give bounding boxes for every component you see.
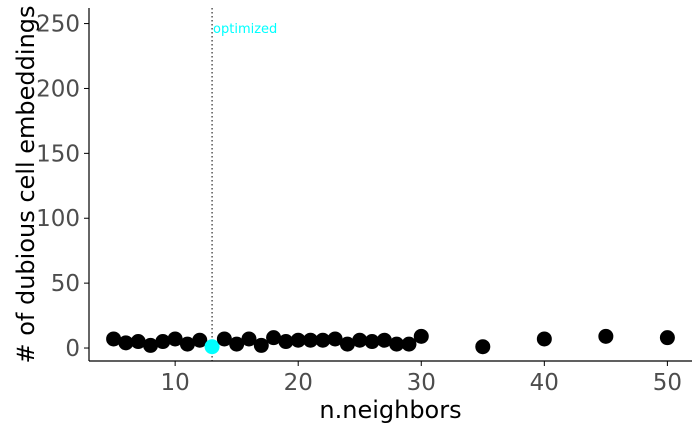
plot-area xyxy=(106,8,675,361)
x-tick-label: 30 xyxy=(407,370,436,396)
x-tick-label: 10 xyxy=(161,370,190,396)
optimized-point xyxy=(204,339,220,355)
data-point xyxy=(339,336,355,352)
data-point xyxy=(659,330,675,346)
data-point xyxy=(241,331,257,347)
y-tick-label: 250 xyxy=(36,12,80,38)
y-tick-label: 0 xyxy=(65,336,80,362)
data-point xyxy=(315,332,331,348)
data-point xyxy=(229,336,245,352)
data-point xyxy=(389,336,405,352)
data-point xyxy=(413,328,429,344)
x-tick-label: 50 xyxy=(653,370,682,396)
data-point xyxy=(598,328,614,344)
data-point xyxy=(266,330,282,346)
data-point xyxy=(155,334,171,350)
x-axis-title: n.neighbors xyxy=(319,396,461,424)
y-axis-title: # of dubious cell embeddings xyxy=(12,5,40,363)
data-point xyxy=(364,334,380,350)
y-tick-label: 100 xyxy=(36,206,80,232)
data-point xyxy=(179,336,195,352)
data-point xyxy=(352,332,368,348)
data-point xyxy=(167,331,183,347)
data-point xyxy=(106,331,122,347)
data-point xyxy=(130,334,146,350)
data-point xyxy=(216,331,232,347)
data-point xyxy=(327,331,343,347)
data-point xyxy=(192,332,208,348)
x-tick-label: 40 xyxy=(530,370,559,396)
x-tick-label: 20 xyxy=(284,370,313,396)
data-point xyxy=(253,337,269,353)
data-point xyxy=(475,339,491,355)
y-tick-label: 50 xyxy=(51,271,80,297)
data-point xyxy=(376,332,392,348)
data-point xyxy=(143,337,159,353)
data-point xyxy=(401,336,417,352)
data-point xyxy=(290,332,306,348)
optimized-annotation: optimized xyxy=(213,22,277,37)
data-point xyxy=(118,335,134,351)
y-tick-label: 150 xyxy=(36,141,80,167)
y-tick-label: 200 xyxy=(36,76,80,102)
data-point xyxy=(303,332,319,348)
data-point xyxy=(536,331,552,347)
y-axis-ticks: 0 50 100 150 200 250 xyxy=(36,12,89,362)
data-point xyxy=(278,334,294,350)
x-axis-ticks: 10 20 30 40 50 xyxy=(161,361,682,396)
